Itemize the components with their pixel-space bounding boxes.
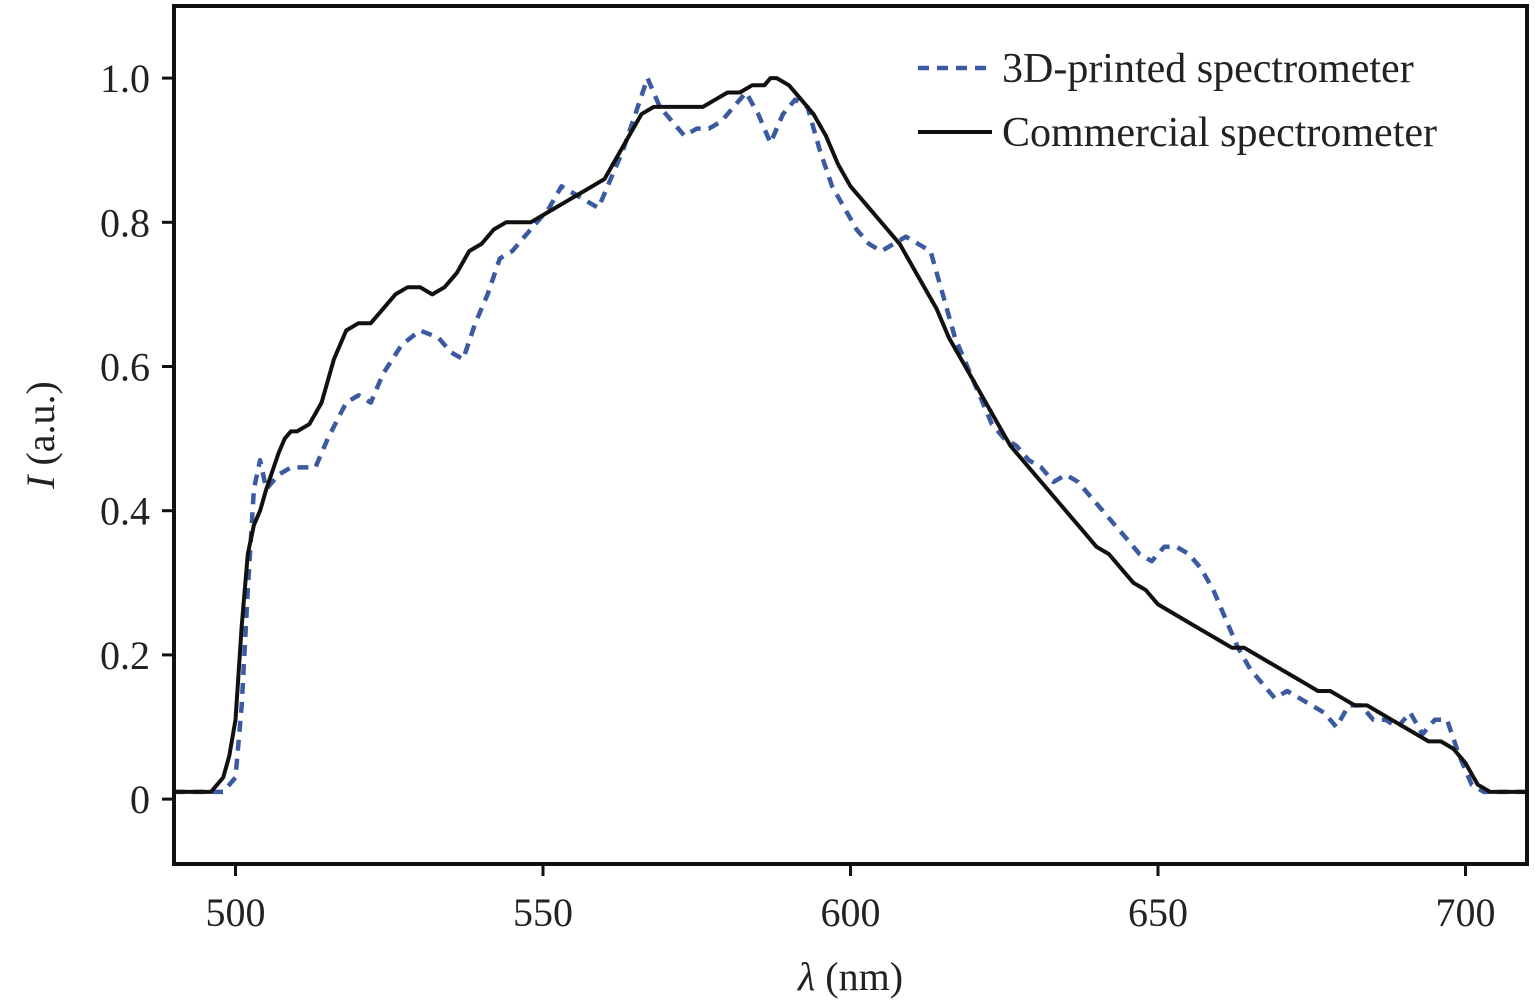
y-tick-label: 0.2 [100, 633, 150, 678]
y-tick-label: 0.8 [100, 200, 150, 245]
series-line-commercial [174, 76, 1527, 794]
y-axis-label: I (a.u.) [18, 381, 63, 490]
legend-label-commercial: Commercial spectrometer [1002, 110, 1437, 156]
y-axis: 0 0.2 0.4 0.6 0.8 1.0 [100, 56, 174, 822]
y-axis-symbol: I [18, 474, 63, 490]
x-tick-label: 500 [206, 890, 266, 935]
y-tick-label: 0.6 [100, 345, 150, 390]
y-tick-label: 1.0 [100, 56, 150, 101]
legend-label-3d-printed: 3D-printed spectrometer [1002, 46, 1414, 92]
x-axis-symbol: λ [797, 954, 815, 999]
series-line-3d-printed [174, 75, 1527, 795]
x-tick-label: 550 [513, 890, 573, 935]
legend: 3D-printed spectrometer Commercial spect… [918, 46, 1437, 156]
y-tick-label: 0 [130, 777, 150, 822]
series-group [174, 75, 1527, 795]
y-tick-label: 0.4 [100, 489, 150, 534]
y-axis-unit: (a.u.) [18, 381, 63, 465]
x-axis-label: λ (nm) [797, 954, 903, 999]
x-tick-label: 650 [1128, 890, 1188, 935]
x-axis: 500 550 600 650 700 [206, 864, 1496, 935]
x-axis-unit: (nm) [825, 954, 903, 999]
x-tick-label: 600 [821, 890, 881, 935]
x-tick-label: 700 [1436, 890, 1496, 935]
